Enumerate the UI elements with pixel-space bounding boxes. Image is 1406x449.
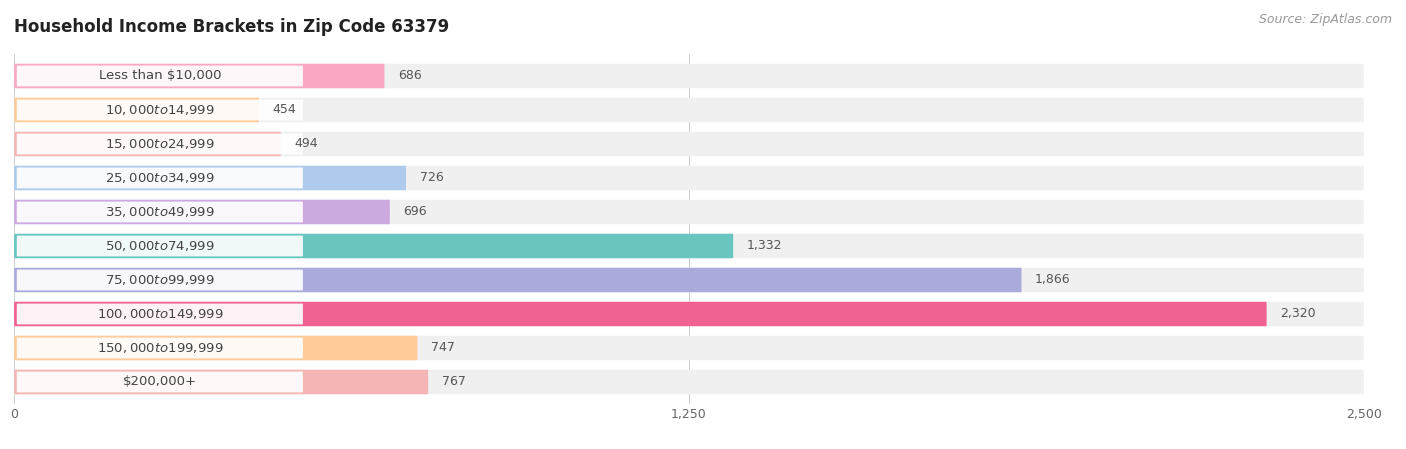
FancyBboxPatch shape [17,202,302,222]
FancyBboxPatch shape [14,64,1364,88]
FancyBboxPatch shape [17,304,302,324]
FancyBboxPatch shape [14,234,1364,258]
FancyBboxPatch shape [14,200,389,224]
Text: 747: 747 [430,342,454,355]
Text: 767: 767 [441,375,465,388]
Text: 1,332: 1,332 [747,239,782,252]
Text: 2,320: 2,320 [1279,308,1316,321]
FancyBboxPatch shape [14,64,384,88]
Text: 686: 686 [398,70,422,83]
Text: $200,000+: $200,000+ [122,375,197,388]
FancyBboxPatch shape [14,132,281,156]
FancyBboxPatch shape [14,302,1267,326]
FancyBboxPatch shape [17,66,302,86]
FancyBboxPatch shape [14,234,733,258]
FancyBboxPatch shape [14,132,1364,156]
FancyBboxPatch shape [14,268,1364,292]
FancyBboxPatch shape [14,302,1364,326]
Text: $100,000 to $149,999: $100,000 to $149,999 [97,307,224,321]
Text: Household Income Brackets in Zip Code 63379: Household Income Brackets in Zip Code 63… [14,18,450,36]
Text: 726: 726 [419,172,443,185]
Text: Source: ZipAtlas.com: Source: ZipAtlas.com [1258,13,1392,26]
Text: $25,000 to $34,999: $25,000 to $34,999 [105,171,215,185]
Text: $10,000 to $14,999: $10,000 to $14,999 [105,103,215,117]
FancyBboxPatch shape [17,236,302,256]
FancyBboxPatch shape [17,167,302,189]
FancyBboxPatch shape [17,338,302,358]
FancyBboxPatch shape [14,166,406,190]
FancyBboxPatch shape [17,372,302,392]
FancyBboxPatch shape [17,100,302,120]
Text: $150,000 to $199,999: $150,000 to $199,999 [97,341,224,355]
FancyBboxPatch shape [17,269,302,291]
FancyBboxPatch shape [14,98,259,122]
FancyBboxPatch shape [14,370,1364,394]
Text: 696: 696 [404,206,427,219]
FancyBboxPatch shape [14,268,1022,292]
FancyBboxPatch shape [17,134,302,154]
FancyBboxPatch shape [14,166,1364,190]
Text: 494: 494 [294,137,318,150]
FancyBboxPatch shape [14,370,429,394]
Text: $35,000 to $49,999: $35,000 to $49,999 [105,205,215,219]
Text: Less than $10,000: Less than $10,000 [98,70,221,83]
Text: $50,000 to $74,999: $50,000 to $74,999 [105,239,215,253]
Text: $75,000 to $99,999: $75,000 to $99,999 [105,273,215,287]
Text: $15,000 to $24,999: $15,000 to $24,999 [105,137,215,151]
FancyBboxPatch shape [14,336,418,360]
FancyBboxPatch shape [14,200,1364,224]
FancyBboxPatch shape [14,98,1364,122]
Text: 1,866: 1,866 [1035,273,1070,286]
Text: 454: 454 [273,103,297,116]
FancyBboxPatch shape [14,336,1364,360]
